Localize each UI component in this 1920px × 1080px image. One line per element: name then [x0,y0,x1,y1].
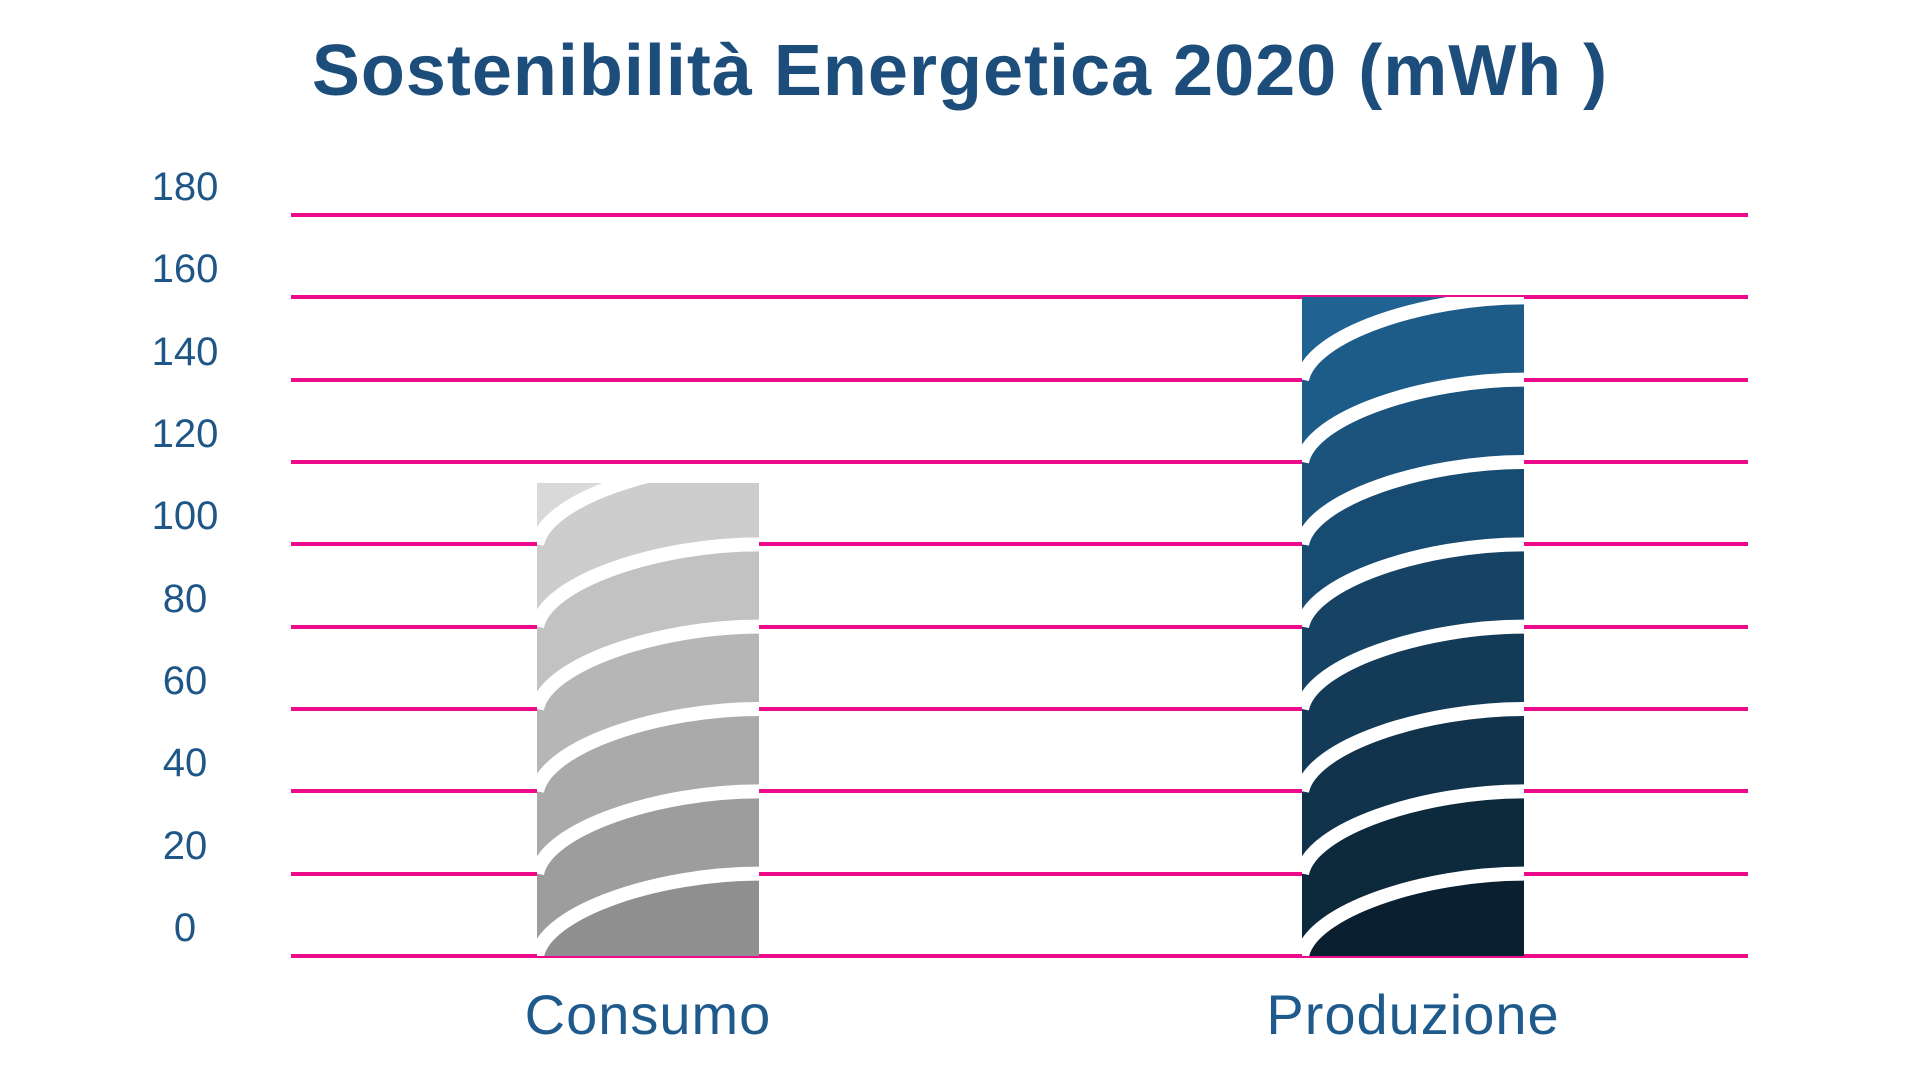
bar-consumo [537,483,759,956]
wave-separator [537,619,759,712]
x-axis-label-consumo: Consumo [524,983,772,1046]
y-tick-label-140: 140 [151,330,219,374]
wave-separator [1302,702,1524,794]
y-tick-label-160: 160 [151,247,219,291]
gridline-140 [291,378,1748,382]
y-tick-label-20: 20 [162,824,208,868]
gridline-60 [291,707,1748,711]
wave-separator [537,483,649,547]
y-tick-label-0: 0 [173,906,197,950]
wave-separator [1302,372,1524,465]
y-tick-label-80: 80 [162,577,208,621]
wave-separator [537,866,759,956]
gridline-80 [291,625,1748,629]
y-tick-label-180: 180 [151,165,219,209]
bar-band [1302,873,1524,956]
wave-separator [1302,784,1524,876]
gridline-100 [291,542,1748,546]
wave-separator [1302,619,1524,712]
wave-separator [537,537,759,629]
wave-separator [537,784,759,876]
gridline-0 [291,954,1748,958]
y-tick-label-120: 120 [151,412,219,456]
wave-separator [1302,537,1524,629]
gridline-160 [291,295,1748,299]
gridline-40 [291,789,1748,793]
wave-separator [537,702,759,794]
wave-separator [1302,297,1524,382]
wave-separator [1302,455,1524,547]
y-tick-label-40: 40 [162,741,208,785]
y-tick-label-100: 100 [151,494,219,538]
gridline-180 [291,213,1748,217]
wave-separator [1302,866,1524,956]
gridline-20 [291,872,1748,876]
y-tick-label-60: 60 [162,659,208,703]
gridline-120 [291,460,1748,464]
bar-produzione [1302,297,1524,956]
chart-title: Sostenibilità Energetica 2020 (mWh ) [311,31,1609,111]
x-axis-label-produzione: Produzione [1266,983,1560,1046]
bar-band [537,873,759,956]
